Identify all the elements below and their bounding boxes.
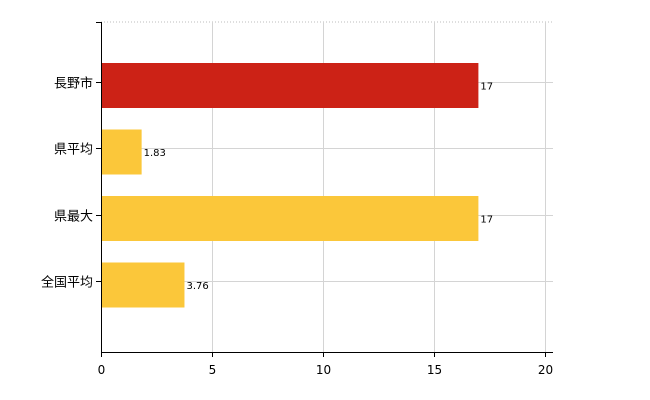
data-label: 17 bbox=[480, 82, 493, 93]
category-label: 全国平均 bbox=[41, 275, 93, 291]
bar bbox=[101, 196, 479, 241]
x-tick-label: 5 bbox=[209, 363, 217, 377]
x-tick-label: 10 bbox=[316, 363, 331, 377]
data-label: 1.83 bbox=[144, 148, 166, 159]
bars bbox=[101, 63, 479, 308]
category-label: 長野市 bbox=[54, 76, 93, 92]
x-tick-label: 15 bbox=[427, 363, 442, 377]
data-label: 3.76 bbox=[186, 281, 208, 292]
x-tick-label: 20 bbox=[538, 363, 553, 377]
bar bbox=[101, 262, 185, 308]
category-label: 県最大 bbox=[54, 210, 93, 225]
category-label: 県平均 bbox=[54, 143, 93, 158]
bar bbox=[101, 63, 479, 108]
x-tick-label: 0 bbox=[98, 363, 106, 377]
bar bbox=[101, 129, 142, 175]
axes bbox=[96, 22, 553, 357]
data-label: 17 bbox=[480, 215, 493, 226]
